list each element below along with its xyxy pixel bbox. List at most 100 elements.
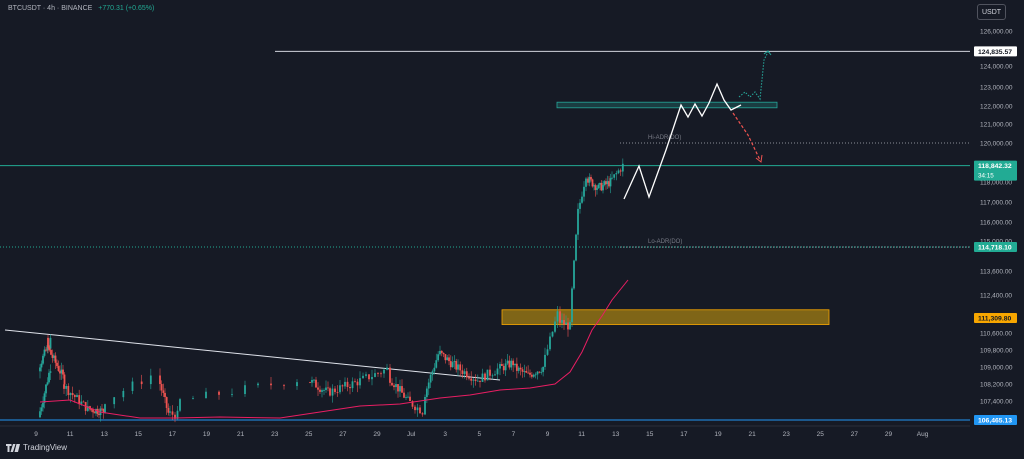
candle-94 [349,386,351,389]
candle-20 [53,355,55,358]
candle-178 [532,374,535,377]
candle-213 [600,182,603,191]
candle-57 [160,384,163,391]
candle-68 [205,391,207,399]
candle-74 [283,385,285,387]
trendline[interactable] [4,329,501,381]
candle-217 [606,181,609,185]
candle-19 [51,354,54,358]
candle-156 [489,369,491,376]
currency-button[interactable]: USDT [977,4,1006,20]
candle-16 [47,337,49,348]
candle-135 [444,354,447,361]
price-tick-10: 113,600.00 [980,269,1012,276]
candle-166 [510,360,513,368]
bullish-projection[interactable] [738,51,769,101]
candle-185 [546,349,549,355]
price-tick-5: 120,000.00 [980,141,1013,148]
candle-143 [459,364,462,371]
symbol-name: BTCUSDT [8,5,41,12]
candle-15 [49,337,52,349]
time-tick-26: Aug [917,431,929,438]
resistance-zone-box[interactable] [556,101,778,109]
header-sep-2: · [56,5,62,12]
candle-203 [585,178,587,187]
candle-56 [159,375,161,385]
candle-86 [329,388,331,396]
price-axis[interactable]: 126,000.00 124,000.00 123,000.00 122,000.00… [974,29,1017,425]
candle-67 [192,398,194,400]
candle-9 [40,363,43,368]
time-tick-18: 15 [646,431,654,438]
projection-path[interactable] [623,82,742,200]
price-label-support: 111,309.80 [978,316,1011,323]
candle-200 [579,202,581,209]
candle-81 [319,389,321,392]
price-tick-0: 126,000.00 [980,29,1013,36]
candle-193 [565,322,567,325]
time-tick-12: 3 [443,431,447,438]
bearish-projection[interactable] [732,112,761,161]
adr-annotation-0: Hi-ADR(DO) [648,135,681,141]
candle-30 [67,385,70,396]
candle-84 [325,387,327,391]
symbol-header[interactable]: BTCUSDT · 4h · BINANCE +770.31 (+0.65%) [8,5,154,12]
header-sep-1: · [42,5,48,12]
candle-61 [167,407,170,413]
candle-12 [45,349,47,351]
candle-215 [603,181,606,186]
candle-8 [39,367,41,372]
price-label-bg-last [974,160,1017,181]
candle-115 [403,392,405,398]
candle-33 [73,395,76,398]
candle-168 [514,363,516,366]
candle-210 [596,188,598,190]
candle-179 [534,374,537,376]
time-tick-19: 17 [680,431,688,438]
bullish-arrow-icon [763,50,772,56]
time-tick-5: 19 [203,431,211,438]
candle-225 [621,163,624,172]
time-tick-24: 27 [851,431,859,438]
candle-130 [435,360,438,368]
candle-188 [554,321,556,332]
candle-197 [573,260,575,289]
price-label-bottom: 106,465.13 [978,417,1012,424]
candle-104 [377,373,379,374]
tradingview-brand[interactable]: TradingView [6,443,67,452]
candle-75 [296,382,298,387]
candle-180 [536,371,539,375]
candle-159 [496,368,499,375]
candle-147 [468,377,470,379]
candle-124 [424,397,426,415]
candle-142 [457,364,459,370]
candle-85 [327,387,329,389]
candle-195 [569,322,571,330]
candle-161 [500,364,503,366]
candle-102 [371,376,373,380]
candle-82 [321,390,323,392]
candle-43 [93,412,96,414]
candle-42 [92,409,94,413]
candle-99 [362,375,364,379]
candle-4 [45,384,47,394]
price-tick-12: 110,600.00 [980,331,1012,338]
price-label-lo-level: 114,718.10 [978,245,1012,252]
candle-90 [339,385,341,393]
plot-area[interactable]: Hi-ADR(DO) Lo-ADR(DO) [0,50,970,423]
time-tick-17: 13 [612,431,620,438]
candle-174 [525,370,528,373]
time-axis[interactable]: 9 11 13 15 17 19 21 23 25 27 29 Jul 3 5 7 9 11 13 15 17 19 21… [0,425,970,438]
support-zone-box[interactable] [501,309,830,325]
candle-46 [98,413,100,416]
price-tick-7: 117,000.00 [980,200,1012,207]
moving-average-line [39,279,629,419]
candle-139 [451,362,454,368]
candle-37 [82,401,85,403]
candle-152 [479,380,481,382]
candle-17 [48,347,51,350]
time-tick-25: 29 [885,431,893,438]
candle-35 [78,395,81,405]
candle-6 [48,372,50,383]
